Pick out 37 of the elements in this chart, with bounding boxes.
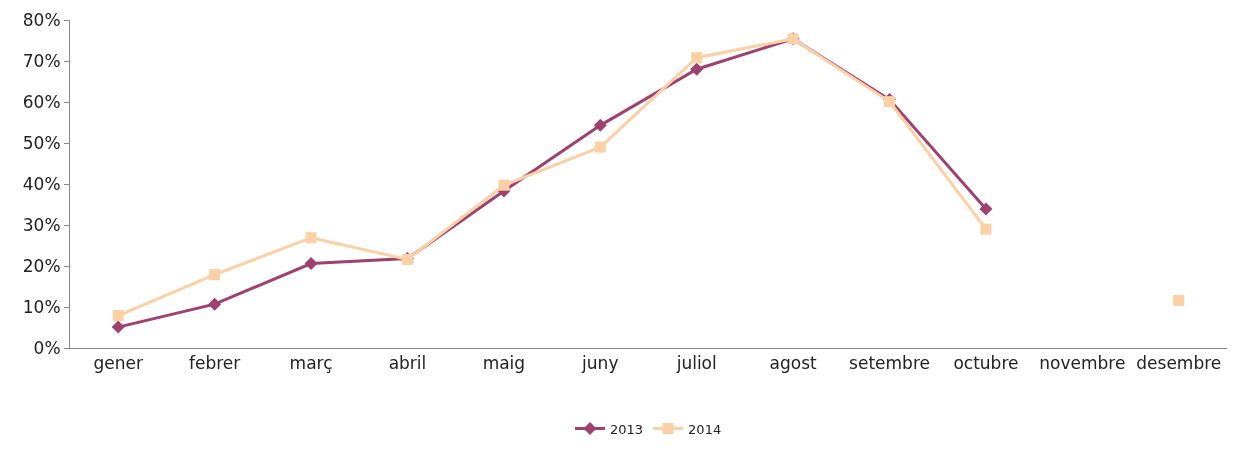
y-tick-label: 50% (22, 132, 61, 153)
point (690, 62, 704, 76)
point (691, 52, 703, 64)
y-tick-label: 60% (22, 91, 61, 112)
x-tick-label: octubre (953, 353, 1019, 374)
point (498, 179, 510, 191)
point (979, 202, 993, 216)
y-tick-label: 70% (22, 50, 61, 71)
point (209, 269, 221, 281)
y-tick-label: 10% (22, 296, 61, 317)
x-tick-label: juny (581, 353, 619, 374)
y-tick-label: 80% (22, 9, 61, 30)
point (980, 223, 992, 235)
x-tick-label: juliol (675, 353, 717, 374)
y-tick-label: 0% (33, 337, 61, 358)
point (593, 118, 607, 132)
y-tick-label: 30% (22, 214, 61, 235)
x-tick-label: gener (93, 353, 143, 374)
x-tick-label: febrer (188, 353, 241, 374)
y-tick-label: 20% (22, 255, 61, 276)
point (112, 310, 124, 322)
y-tick-label: 40% (22, 173, 61, 194)
x-tick-label: març (289, 353, 333, 374)
x-tick-label: setembre (849, 353, 930, 374)
point (1173, 294, 1185, 306)
legend-label: 2013 (610, 421, 644, 437)
x-tick-label: novembre (1039, 353, 1126, 374)
point (208, 297, 222, 311)
x-tick-label: desembre (1136, 353, 1222, 374)
point (305, 232, 317, 244)
x-tick-label: agost (769, 353, 818, 374)
point (304, 257, 318, 271)
point (111, 320, 125, 334)
point (594, 141, 606, 153)
x-tick-label: maig (482, 353, 526, 374)
legend-label: 2014 (688, 421, 722, 437)
x-tick-label: abril (388, 353, 427, 374)
